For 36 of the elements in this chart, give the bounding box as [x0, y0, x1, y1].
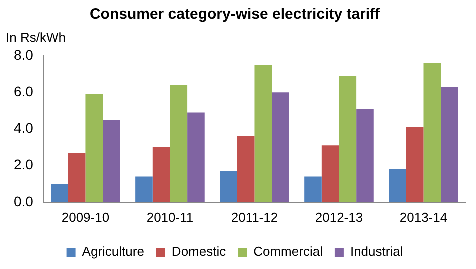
bar [220, 171, 238, 202]
bar [356, 109, 374, 202]
x-tick-label: 2010-11 [146, 210, 194, 225]
bar [322, 146, 340, 202]
x-tick-label: 2013-14 [400, 210, 448, 225]
bar [304, 176, 322, 202]
y-tick-label: 0.0 [14, 193, 34, 210]
y-tick-label: 2.0 [14, 156, 34, 173]
bar [389, 169, 406, 202]
bar [68, 152, 86, 202]
bar [424, 63, 442, 202]
legend-label: Agriculture [82, 244, 144, 260]
chart-title: Consumer category-wise electricity tariff [90, 6, 382, 24]
legend-label: Industrial [350, 244, 404, 260]
bar [339, 76, 357, 202]
legend-label: Commercial [254, 244, 324, 260]
bar [170, 85, 188, 202]
bar [86, 94, 104, 202]
y-tick-label: 6.0 [14, 83, 34, 100]
x-tick-label: 2011-12 [231, 210, 278, 225]
bar [254, 65, 272, 202]
bar [152, 148, 170, 202]
y-tick-label: 4.0 [14, 120, 34, 136]
bar [272, 92, 290, 202]
bar [188, 112, 205, 202]
y-tick-label: 8.0 [14, 46, 34, 63]
x-tick-label: 2012-13 [315, 210, 364, 225]
legend-label: Domestic [172, 244, 227, 260]
bar [237, 136, 255, 202]
x-tick-label: 2009-10 [62, 210, 110, 225]
bar [103, 120, 120, 202]
bar [136, 176, 153, 202]
bar [441, 87, 458, 202]
bar [51, 184, 68, 202]
y-axis-title: In Rs/kWh [6, 30, 66, 45]
bar [406, 127, 424, 202]
